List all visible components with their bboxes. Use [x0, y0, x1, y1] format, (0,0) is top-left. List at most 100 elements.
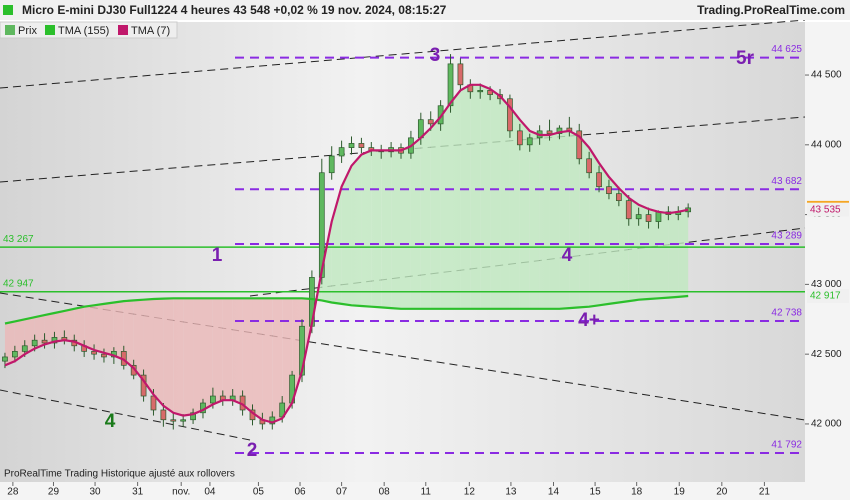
candle-body [507, 98, 513, 132]
legend-label: TMA (7) [131, 25, 170, 37]
candle-body [516, 130, 523, 146]
candle-body [635, 214, 642, 220]
y-tick-label: 43 000 [811, 279, 842, 290]
x-tick-label: 12 [464, 487, 476, 498]
trend-fill [84, 305, 95, 350]
y-tick-label: 44 500 [811, 70, 842, 81]
legend-box [0, 21, 178, 39]
x-tick-label: 31 [132, 487, 144, 498]
candle-body [576, 130, 583, 160]
trend-fill [450, 90, 461, 309]
trend-fill [64, 308, 75, 342]
x-tick-label: 14 [548, 487, 560, 498]
candle-body [526, 137, 533, 146]
support-label: 43 267 [3, 234, 34, 245]
x-tick-label: 28 [7, 487, 19, 498]
candle-body [180, 419, 187, 422]
candle-body [190, 412, 196, 421]
trend-fill [529, 130, 540, 309]
trend-fill [321, 221, 332, 303]
trend-fill [252, 298, 263, 420]
trend-fill [272, 298, 283, 423]
candle-body [338, 147, 345, 157]
legend-swatch [5, 25, 15, 35]
candle-body [457, 63, 464, 86]
trend-line [0, 19, 806, 89]
candle-body [586, 158, 592, 174]
trend-fill [113, 301, 124, 360]
trend-fill [519, 119, 530, 309]
wave-label: 4 [562, 245, 573, 266]
trend-fill [341, 165, 352, 306]
wave-label: 4+ [578, 310, 600, 331]
trend-line [0, 389, 251, 441]
candle-body [91, 351, 97, 355]
candle-body [477, 90, 484, 93]
trend-fill [549, 132, 560, 309]
level-label: 41 792 [771, 440, 802, 451]
trend-fill [183, 298, 194, 416]
price-box [807, 288, 849, 303]
wave-label: 1 [212, 245, 223, 266]
x-tick-label: 21 [759, 487, 771, 498]
x-tick-label: 13 [505, 487, 517, 498]
trend-fill [371, 150, 382, 308]
candle-body [625, 200, 632, 220]
y-axis-area [805, 22, 850, 482]
trend-fill [94, 303, 104, 353]
trend-fill [579, 136, 590, 308]
trend-fill [232, 298, 243, 405]
header-icon [3, 5, 13, 15]
legend-label: TMA (155) [58, 25, 109, 37]
candle-body [615, 193, 622, 201]
y-tick-label: 44 000 [811, 139, 842, 150]
tma-line [4, 294, 689, 325]
level-label: 42 738 [771, 308, 802, 319]
header-bar [0, 0, 850, 20]
wave-label: 3 [430, 45, 441, 66]
candle-body [348, 143, 355, 148]
candle-body [655, 211, 662, 222]
trend-fill [608, 176, 619, 304]
x-tick-label: 05 [253, 487, 265, 498]
tma-line [4, 83, 689, 424]
x-tick-label: nov. [172, 487, 190, 498]
level-label: 43 682 [771, 176, 802, 187]
candle-body [546, 130, 553, 135]
trend-fill [628, 197, 639, 302]
x-tick-label: 18 [631, 487, 643, 498]
trend-fill [202, 298, 213, 410]
candle-body [12, 351, 18, 358]
wave-label: 4 [105, 411, 116, 432]
trend-fill [361, 150, 372, 307]
trend-fill [222, 298, 233, 401]
level-label: 44 625 [771, 44, 802, 55]
trend-fill [242, 298, 253, 413]
x-tick-label: 20 [716, 487, 728, 498]
trend-fill [658, 211, 669, 299]
trend-fill [509, 107, 520, 309]
candle-body [31, 339, 38, 347]
source: Trading.ProRealTime.com [697, 3, 845, 17]
trend-fill [74, 306, 85, 346]
x-tick-label: 04 [204, 487, 216, 498]
candle-body [41, 339, 48, 344]
trend-fill [193, 298, 203, 415]
candle-body [487, 90, 493, 95]
level-label: 43 289 [771, 231, 802, 242]
support-label: 42 947 [3, 278, 34, 289]
trend-fill [500, 95, 510, 309]
trend-fill [559, 130, 570, 309]
trend-fill [44, 312, 55, 345]
legend-swatch [45, 25, 55, 35]
legend: Prix TMA (155) TMA (7) [0, 21, 178, 39]
x-tick-label: 06 [294, 487, 306, 498]
trend-fill [262, 298, 273, 423]
candle-body [328, 155, 335, 174]
trend-fill [351, 154, 362, 307]
wave-label: 2 [247, 440, 258, 461]
trend-fill [678, 209, 689, 297]
trend-fill [54, 310, 65, 342]
trend-fill [569, 130, 580, 309]
trend-fill [143, 299, 154, 395]
